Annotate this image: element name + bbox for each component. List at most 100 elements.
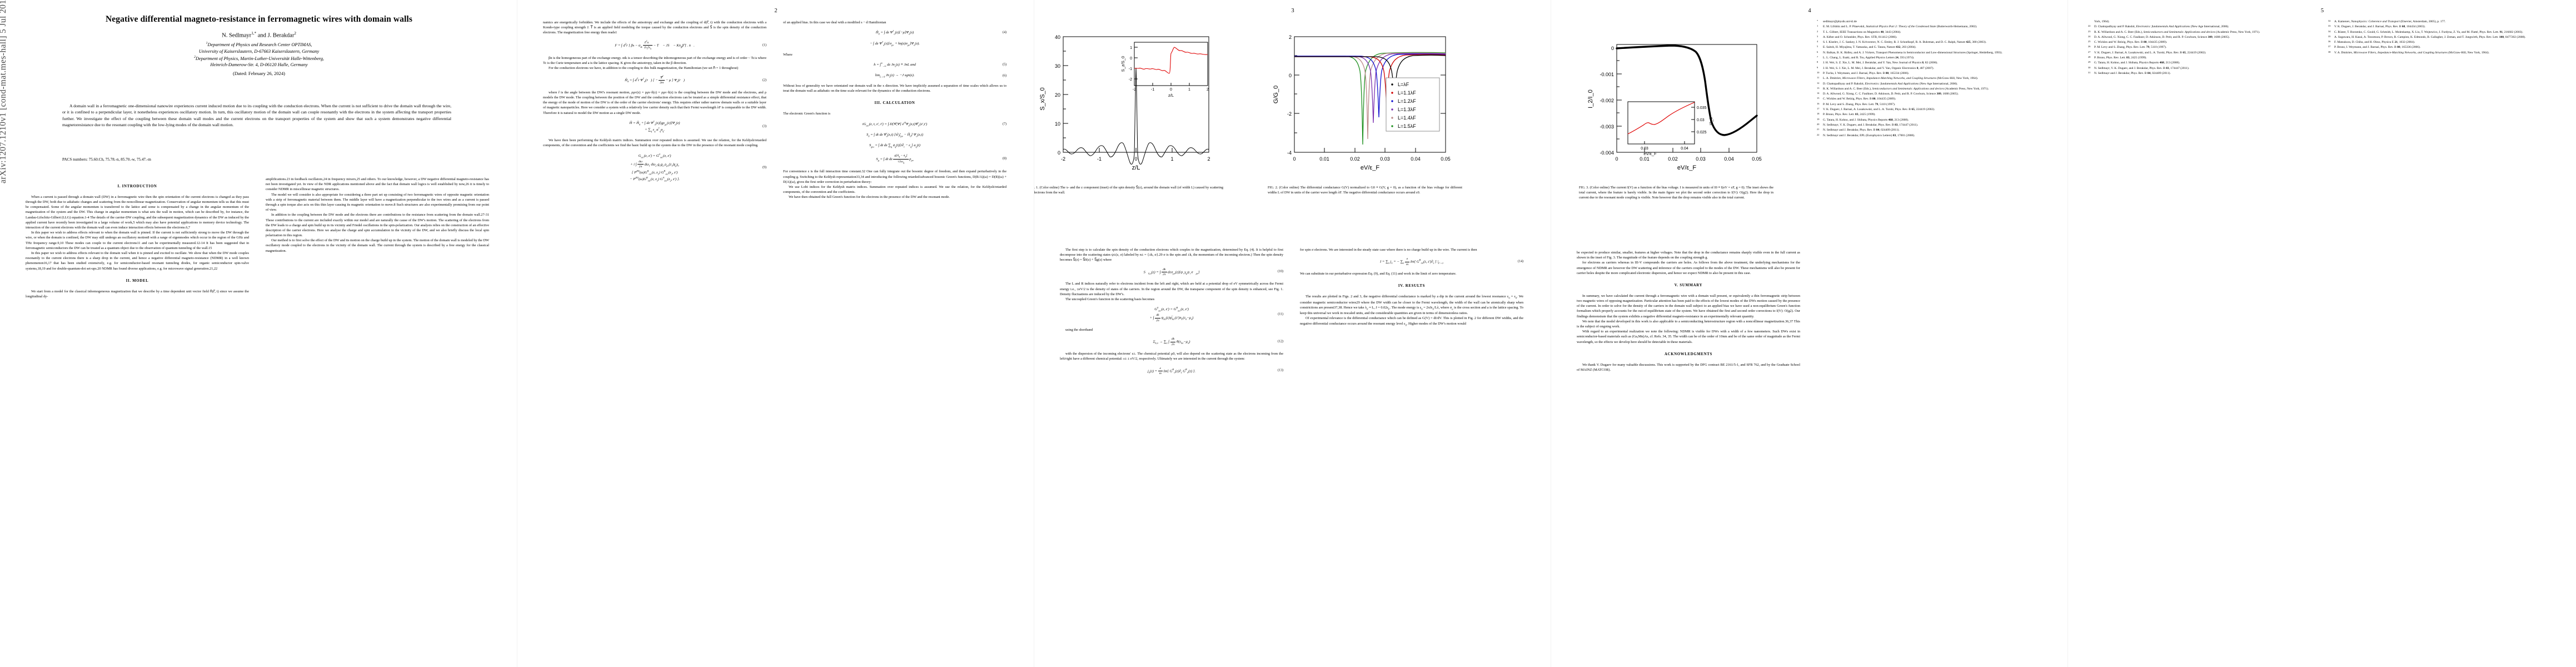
reference-item: 5 E. Saitoh, H. Miyajima, T. Yamaoka, and… [1817, 45, 1916, 49]
page3-column-right: for spin σ electrons. We are interested … [1300, 247, 1523, 659]
figure-2-legend: L=λF L=1.1λF L=1.2λF L=1.3λF L=1.4λF L=1… [1386, 77, 1440, 132]
reference-item: 25 C. Wickles and W. Belzig, Phys. Rev. B… [2088, 40, 2168, 44]
reference-item: 28 P. Bruno, Phys. Rev. Lett. 83, 2425 (1… [2088, 56, 2147, 60]
figure-1-xlabel: z/L [1132, 165, 1140, 171]
reference-text: sedlmayr@physik.uni-kl.de [1823, 20, 1857, 23]
page-2: 2 namics are energetically forbidden. We… [517, 0, 1034, 667]
ytick-40: 40 [1055, 34, 1060, 40]
figure-3-xlabel: eV/ε_F [1677, 165, 1697, 171]
paragraph: The L and R indices naturally refer to e… [1060, 282, 1283, 296]
paragraph: For the conduction electrons we have, in… [549, 66, 739, 71]
page-5: 5 York, 1964). 22 D. Chattopadhyay and P.… [2067, 0, 2576, 667]
equation-10: S⃗0,α(z) = ∫ dk 2π dεσμν(z)[ψ+γμψ+σ⃗μν] (… [1143, 267, 1283, 276]
reference-item: 27 V. K. Dugaev, J. Barnaś, A. Lusakowski… [2088, 50, 2206, 54]
equation-11: G0σσ′(z, z′) = GRσσ′(z, z′) + ∫ dk 2π ψkσ… [1149, 306, 1283, 322]
abstract-text: A domain wall in a ferromagnetic one-dim… [62, 103, 451, 128]
legend-label-0: L=λF [1398, 82, 1409, 87]
reference-item: 24 D. A. Allwood, G. Xiong, C. C. Faulkne… [2088, 34, 2230, 39]
paragraph: Our method is to first solve the effect … [266, 238, 489, 253]
reference-item: 34 C. Rüster, T. Borzenko, C. Gould, G. S… [2328, 29, 2523, 34]
ytick-0: 0 [1058, 150, 1060, 156]
reference-item: 31 N. Sedlmayr and J. Berakdar, Phys. Rev… [2088, 71, 2171, 75]
paragraph: We use Lobi indices for the Keldysh matr… [783, 185, 1007, 195]
section-heading-introduction: I. INTRODUCTION [117, 185, 157, 188]
reference-item: 30 N. Sedlmayr, V. K. Dugaev, and J. Bera… [2088, 66, 2190, 70]
page2-column-left: namics are energetically forbidden. We i… [543, 20, 766, 659]
ytick-0: 0 [1611, 46, 1614, 51]
paragraph: Where [783, 52, 793, 57]
equation-5: h = ∫∞−∞ dz Jnx(z) ≡ JnL and (5) [874, 61, 1007, 68]
reference-item: 20 N. Sedlmayr, V. K. Dugaev, and J. Bera… [1817, 122, 1919, 127]
page-1: arXiv:1207.1210v1 [cond-mat.mes-hall] 5 … [0, 0, 517, 667]
paragraph: The electronic Green's function is [783, 112, 831, 116]
paragraph: For convenience ε is the full interactio… [783, 170, 1007, 184]
ytick--4: -4 [1287, 150, 1292, 156]
xtick-003: 0.03 [1696, 156, 1706, 162]
figure-1: 40 30 20 10 0 -2 -1 0 1 2 z/L [1034, 16, 1223, 196]
figure-2-xlabel: eV/ε_F [1361, 165, 1380, 171]
xtick-005: 0.05 [1752, 156, 1762, 162]
paragraph: with the dispersion of the incoming elec… [1060, 352, 1283, 361]
reference-item: 11 L. A. Dmitriev, Microwave Filters, Imp… [1817, 76, 1979, 81]
page2-column-right: of an applied bias. In this case we deal… [783, 20, 1007, 659]
pacs-numbers: PACS numbers: 75.60.Ch, 75.78.-n, 85.70.… [62, 157, 151, 162]
paragraph: of an applied bias. In this case we deal… [783, 21, 886, 24]
arxiv-stamp: arXiv:1207.1210v1 [cond-mat.mes-hall] 5 … [0, 0, 8, 183]
reference-item: 32 A. Kamenev, Nanophysics: Coherence and… [2328, 19, 2446, 23]
xtick-0: 0 [1134, 156, 1137, 162]
reference-item: 29 G. Tatara, H. Kohno, and J. Shibata, P… [2088, 61, 2180, 65]
xtick--2: -2 [1061, 156, 1065, 162]
reference-item: 3 A. Kéber and O. Schneider, Phys. Rev. S… [1817, 34, 1897, 39]
affiliation-1: 1Department of Physics and Research Cent… [206, 42, 312, 47]
inset-xtick--2: -2 [1133, 88, 1136, 92]
inset-xtick-1: 1 [1188, 88, 1190, 92]
figure-2-plot: 2 0 -2 -4 0 0.01 0.02 0.03 0.04 0.05 [1273, 34, 1451, 171]
legend-label-3: L=1.3λF [1398, 107, 1416, 112]
paragraph: In addition to the coupling between the … [266, 213, 489, 238]
inset-xtick-2: 2 [1207, 88, 1209, 92]
ytick-10: 10 [1055, 121, 1060, 127]
equation-1: F = ∫ d3r​ [ βn − αik ∂2n⃗ ∂ri∂rk − T⃗ − … [615, 39, 766, 50]
equation-7: iGσσ′(z, t, z′, t′) = ∫ D[Ψ̅,Ψ] eiSΨσ(z,… [862, 121, 1007, 127]
xtick-004: 0.04 [1411, 156, 1421, 162]
page-number: 3 [1291, 8, 1294, 14]
legend-label-5: L=1.5λF [1398, 123, 1416, 129]
paragraph: We have then obtained the full Green's f… [789, 195, 950, 200]
equation-9: Gσσ′(z, z′) = G0σσ′(z, z′) + i ∫ dω 2π dω… [629, 152, 766, 182]
paragraph: In this paper we wish to address effects… [26, 231, 249, 250]
affiliation-1b: University of Kaiserslautern, D-67663 Ka… [198, 48, 320, 54]
section-heading-acknowledgments: ACKNOWLEDGMENTS [1664, 352, 1713, 356]
equation-12: Σk,σ → ∑σ ∫ dk 2π θ(εkσ−μσ) (12) [1153, 337, 1283, 346]
equation-8-a: S0 = ∫ dt dz Ψ̅σ(z,t) [i∂tζμν − Ĥ0] Ψσ(z… [866, 132, 924, 138]
section-heading-calculation: III. CALCULATION [874, 101, 915, 106]
figure-2-ylabel: G/G_0 [1273, 86, 1279, 103]
reference-item: 22 N. Sedlmayr and J. Berakdar, EPL (Euro… [1817, 133, 1915, 137]
page4-column-right: * sedlmayr@physik.uni-kl.de 1 E. M. Lifshi… [1817, 19, 2040, 659]
reference-item: 7 L. L. Chang, L. Esaki, and R. Tsu, Appl… [1817, 56, 1915, 60]
reference-item: 4 S. I. Kiselev, J. C. Sankey, I. N. Kriv… [1817, 40, 1987, 44]
reference-item: 17 V. K. Dugaev, J. Barnaś, A. Lusakowski… [1817, 107, 1935, 112]
section-heading-model: II. MODEL [126, 278, 149, 283]
paragraph: for spin σ electrons. We are interested … [1300, 248, 1477, 252]
figure-3: 0 -0.001 -0.002 -0.003 -0.004 0 0.01 0.0… [1579, 16, 1773, 201]
paragraph: be expected to produce similar, smaller,… [1577, 251, 1800, 260]
paragraph: In this paper we wish to address effects… [26, 251, 249, 271]
figure-1-ylabel: S_x/S_0 [1039, 87, 1046, 111]
reference-item: * sedlmayr@physik.uni-kl.de [1817, 19, 1857, 23]
xtick-002: 0.02 [1668, 156, 1678, 162]
paragraph: We have then been performing the Keldysh… [543, 138, 766, 148]
reference-item: 16 P. M. Levy and S. Zhang, Phys. Rev. Le… [1817, 102, 1896, 106]
paragraph: When a current is passed through a domai… [26, 195, 249, 230]
reference-item: 23 R. K. Willardson and A. C. Beer (Eds.)… [2088, 29, 2260, 34]
reference-item: 1 E. M. Lifshitz and L. P. Pitaevskii, St… [1817, 24, 1977, 29]
reference-item: 26 P. M. Levy and S. Zhang, Phys. Rev. Le… [2088, 45, 2167, 49]
page-number: 5 [2320, 8, 2324, 14]
page5-column-right: 32 A. Kamenev, Nanophysics: Coherence and… [2328, 19, 2550, 659]
ytick--2: -2 [1287, 111, 1292, 117]
inset-ytick-0025: 0.025 [1697, 131, 1707, 135]
ytick--0004: -0.004 [1600, 150, 1614, 156]
paragraph: βn is the homogeneous part of the exchan… [543, 56, 766, 65]
xtick-0: 0 [1293, 156, 1296, 162]
ytick-30: 30 [1055, 63, 1060, 69]
